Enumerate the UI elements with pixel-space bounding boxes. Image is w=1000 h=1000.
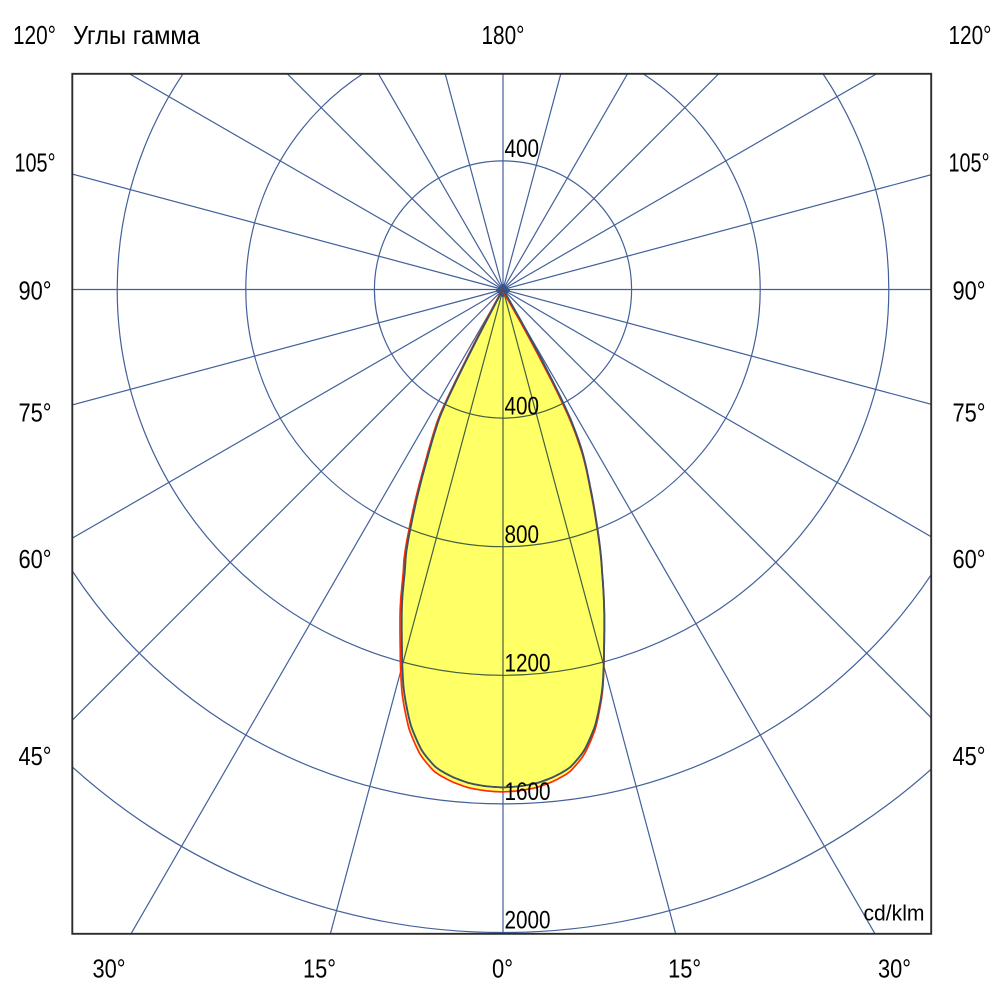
svg-text:800: 800 xyxy=(505,521,540,549)
svg-text:Углы гамма: Углы гамма xyxy=(73,20,200,50)
svg-text:cd/klm: cd/klm xyxy=(864,901,925,926)
svg-text:400: 400 xyxy=(505,135,540,163)
svg-text:400: 400 xyxy=(505,392,540,420)
svg-text:45°: 45° xyxy=(19,741,52,771)
svg-text:2000: 2000 xyxy=(505,907,551,935)
svg-text:120°: 120° xyxy=(949,20,992,50)
svg-text:45°: 45° xyxy=(953,741,986,771)
svg-text:75°: 75° xyxy=(953,398,986,428)
svg-text:15°: 15° xyxy=(668,953,701,983)
svg-text:1200: 1200 xyxy=(505,650,551,678)
svg-text:30°: 30° xyxy=(93,953,126,983)
svg-text:60°: 60° xyxy=(19,544,52,574)
svg-text:90°: 90° xyxy=(953,276,986,306)
svg-text:15°: 15° xyxy=(303,953,336,983)
svg-text:1600: 1600 xyxy=(505,778,551,806)
svg-text:90°: 90° xyxy=(19,276,52,306)
svg-text:180°: 180° xyxy=(482,20,525,50)
svg-text:30°: 30° xyxy=(878,953,911,983)
svg-text:120°: 120° xyxy=(13,20,56,50)
svg-text:75°: 75° xyxy=(19,398,52,428)
svg-text:0°: 0° xyxy=(492,953,513,983)
svg-text:105°: 105° xyxy=(15,148,56,178)
svg-text:60°: 60° xyxy=(953,544,986,574)
svg-text:105°: 105° xyxy=(949,148,990,178)
